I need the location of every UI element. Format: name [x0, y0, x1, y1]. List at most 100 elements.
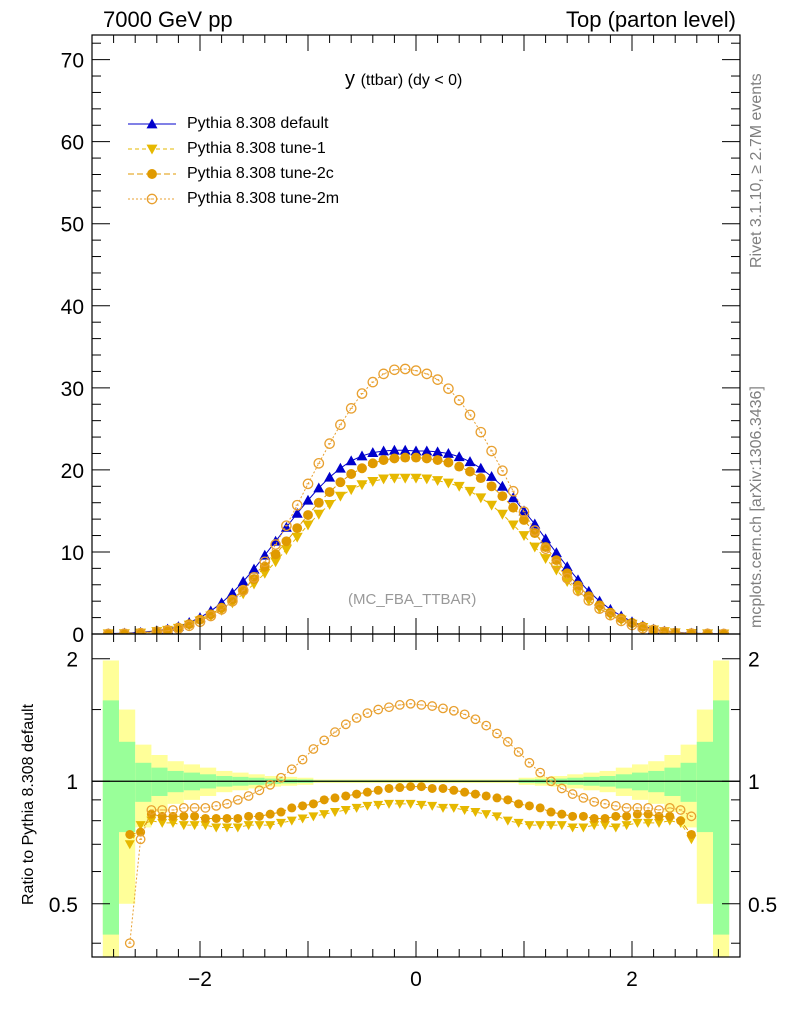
data-point [135, 834, 146, 845]
ratio-y-axis-label: Ratio to Pythia 8.308 default [20, 703, 37, 905]
ratio-y-tick-label: 0.5 [49, 894, 78, 917]
data-point [686, 811, 697, 822]
data-point [362, 801, 373, 811]
data-point [399, 363, 411, 375]
data-point [351, 713, 362, 723]
data-point [303, 510, 313, 520]
y-tick-label: 70 [61, 50, 84, 73]
data-point [572, 585, 584, 596]
data-point [259, 556, 271, 568]
legend [128, 118, 176, 205]
data-point [302, 478, 314, 490]
y-tick-label: 20 [61, 460, 84, 483]
plot-title: y (ttbar) (dy < 0) [345, 68, 462, 91]
data-point [546, 821, 556, 831]
data-point [313, 497, 324, 508]
data-point [356, 480, 368, 491]
data-point [421, 368, 433, 380]
data-point [540, 554, 552, 565]
data-point [438, 803, 448, 813]
data-point [643, 803, 654, 813]
data-point [248, 572, 260, 583]
data-point [362, 787, 372, 797]
analysis-id: (MC_FBA_TTBAR) [348, 591, 477, 608]
data-point [313, 458, 325, 469]
data-point [561, 572, 573, 584]
data-point [453, 481, 465, 492]
data-point [486, 500, 498, 511]
data-point [270, 557, 282, 568]
data-point [157, 805, 168, 815]
band-inner [713, 700, 730, 935]
data-point [330, 793, 340, 803]
data-point [302, 494, 314, 505]
data-point [254, 811, 264, 821]
data-point [589, 796, 600, 807]
data-point [535, 803, 545, 813]
data-point [594, 603, 605, 614]
data-point [550, 547, 562, 558]
data-point [297, 814, 308, 824]
data-point [324, 499, 336, 510]
data-point [507, 485, 519, 497]
data-point [567, 823, 578, 833]
data-point [410, 445, 422, 456]
y-tick-label: 0 [72, 624, 84, 647]
ratio-series-2 [125, 782, 696, 839]
data-point [211, 823, 222, 833]
data-point [378, 368, 389, 380]
data-point [583, 595, 595, 606]
data-point [308, 799, 318, 809]
data-point [540, 533, 552, 544]
data-point [287, 803, 297, 813]
data-point [621, 803, 632, 813]
data-point [394, 700, 405, 710]
data-point [518, 505, 530, 516]
data-point [561, 561, 573, 572]
data-point [486, 481, 497, 492]
ratio-y-tick-label-right: 2 [748, 649, 760, 672]
data-point [610, 823, 621, 833]
data-point [298, 801, 308, 811]
data-point [637, 622, 649, 634]
data-point [200, 821, 211, 831]
legend-label-tune-1: Pythia 8.308 tune-1 [187, 140, 326, 157]
data-point [427, 801, 438, 811]
data-point [352, 789, 362, 799]
data-point [394, 799, 405, 809]
data-point [486, 445, 497, 457]
rivet-label: Rivet 3.1.10, ≥ 2.7M events [748, 73, 765, 268]
data-point [378, 455, 389, 465]
data-point [190, 811, 200, 821]
data-point [124, 840, 135, 850]
data-point [157, 818, 168, 828]
data-point [481, 720, 492, 731]
data-point [405, 698, 416, 709]
data-point [222, 798, 232, 809]
data-point [389, 453, 400, 464]
data-point [254, 785, 265, 796]
data-point [345, 403, 357, 414]
data-point [556, 821, 567, 831]
data-point [330, 808, 340, 818]
data-point [237, 585, 249, 596]
data-point [421, 445, 433, 456]
data-point [373, 785, 383, 795]
data-point [622, 811, 632, 821]
data-point [281, 520, 292, 532]
x-tick-label: −2 [188, 968, 212, 991]
data-point [227, 595, 238, 607]
data-point [594, 600, 605, 611]
data-point [168, 818, 178, 828]
data-point [362, 708, 373, 719]
data-point [481, 810, 492, 820]
data-point [351, 803, 362, 813]
data-point [281, 536, 292, 547]
data-point [492, 793, 502, 803]
data-point [265, 821, 276, 831]
y-tick-label: 60 [61, 132, 84, 155]
ratio-y-tick-label-right: 1 [748, 771, 760, 794]
data-point [244, 811, 254, 821]
data-point [686, 829, 696, 839]
data-point [497, 491, 508, 502]
